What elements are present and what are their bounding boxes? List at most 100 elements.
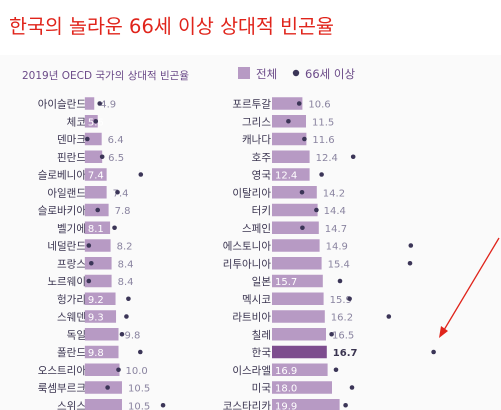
chart-row: 칠레 16.5 — [252, 328, 354, 341]
bar — [272, 186, 317, 199]
chart-row: 멕시코 15.9 — [242, 292, 352, 306]
elderly-dot — [343, 402, 348, 408]
elderly-dot — [137, 349, 143, 355]
category-label: 멕시코 — [242, 294, 271, 306]
bar — [84, 310, 117, 323]
category-label: 리투아니아 — [223, 258, 272, 270]
value-label: 16.5 — [332, 330, 354, 341]
chart-row: 노르웨이 8.4 — [47, 274, 133, 288]
category-label: 영국 — [252, 170, 272, 182]
elderly-dot — [302, 136, 307, 142]
value-label: 8.1 — [88, 224, 104, 235]
elderly-dot — [350, 154, 356, 160]
category-label: 라트비아 — [232, 312, 271, 324]
value-label: 10.5 — [128, 401, 150, 410]
chart-row: 에스토니아 14.9 — [223, 239, 414, 253]
value-label: 14.7 — [325, 224, 347, 235]
bar — [272, 168, 310, 181]
bar — [84, 363, 120, 376]
value-label: 10.6 — [308, 100, 330, 111]
chart-row: 프랑스 8.4 — [57, 257, 133, 270]
category-label: 폴란드 — [57, 347, 86, 359]
value-label: 11.5 — [312, 117, 334, 128]
elderly-dot — [337, 278, 343, 284]
elderly-dot — [88, 260, 94, 266]
category-label: 체코 — [67, 116, 87, 128]
headline: 한국의 놀라운 66세 이상 상대적 빈곤율 — [9, 15, 334, 38]
category-label: 에스토니아 — [223, 241, 272, 253]
category-label: 이탈리아 — [232, 186, 271, 199]
value-label: 14.4 — [324, 206, 346, 217]
legend-label-total: 전체 — [256, 67, 277, 81]
chart-row: 영국 12.4 — [252, 168, 324, 182]
chart-row: 미국 18.0 — [252, 381, 355, 395]
chart-row: 슬로바키아 7.8 — [38, 203, 131, 217]
chart-row: 포르투갈 10.6 — [232, 97, 331, 111]
chart-row: 한국 16.7 — [252, 345, 436, 359]
value-label: 9.8 — [125, 330, 141, 341]
chart-row: 덴마크 6.4 — [57, 132, 124, 146]
category-label: 그리스 — [242, 116, 271, 128]
category-label: 오스트리아 — [38, 365, 87, 377]
bar — [84, 132, 102, 146]
value-label: 9.8 — [88, 348, 104, 359]
elderly-dot — [116, 367, 121, 373]
value-label: 14.9 — [326, 242, 348, 253]
category-label: 터키 — [252, 205, 271, 217]
bar — [272, 399, 340, 410]
bar — [84, 150, 103, 163]
elderly-dot — [408, 243, 414, 248]
bar — [84, 239, 111, 252]
chart-panel-left: 아이슬란드4.9체코5.6덴마크6.4핀란드6.5슬로베니아7.4아일랜드7.4… — [38, 97, 166, 410]
value-label: 7.4 — [113, 188, 129, 199]
elderly-dot — [319, 172, 324, 177]
elderly-dot — [299, 189, 305, 195]
legend-swatch-total — [238, 67, 250, 79]
bar — [272, 381, 332, 394]
category-label: 핀란드 — [57, 152, 86, 164]
elderly-dot — [286, 118, 291, 124]
value-label: 19.9 — [275, 401, 297, 410]
chart-row: 오스트리아 10.0 — [38, 363, 148, 377]
chart-row: 그리스 11.5 — [242, 115, 334, 128]
chart-row: 리투아니아 15.4 — [223, 257, 413, 270]
chart-row: 라트비아 16.2 — [232, 310, 392, 324]
elderly-dot — [160, 402, 166, 408]
value-label: 18.0 — [275, 384, 297, 395]
elderly-dot — [95, 207, 101, 213]
value-label: 15.9 — [330, 295, 352, 306]
category-label: 슬로베니아 — [38, 170, 87, 182]
value-label: 7.4 — [88, 171, 104, 182]
value-label: 10.0 — [126, 366, 148, 377]
elderly-dot — [115, 189, 120, 195]
chart-row: 룩셈부르크 10.5 — [38, 381, 150, 395]
elderly-dot — [99, 154, 105, 160]
bar — [84, 186, 107, 199]
value-label: 14.2 — [323, 188, 345, 199]
bar — [84, 345, 119, 359]
value-label: 8.4 — [118, 259, 134, 270]
bar — [272, 132, 307, 146]
elderly-dot — [126, 296, 131, 302]
category-label: 스위스 — [57, 399, 86, 410]
chart-row: 일본 15.7 — [252, 274, 343, 288]
category-label: 캐나다 — [242, 134, 271, 146]
bar — [272, 221, 319, 234]
chart-row: 헝가리 9.2 — [57, 292, 131, 306]
value-label: 9.2 — [88, 295, 104, 306]
category-label: 미국 — [252, 383, 272, 395]
bar — [84, 168, 107, 181]
chart-row: 코스타리카 19.9 — [223, 399, 348, 410]
annotation-arrow — [439, 237, 500, 338]
value-label: 16.2 — [331, 313, 353, 324]
legend-dot-elderly — [292, 69, 300, 77]
elderly-dot — [407, 260, 413, 266]
value-label: 7.8 — [115, 206, 131, 217]
chart-row: 벨기에 8.1 — [57, 221, 117, 235]
value-label: 10.5 — [128, 384, 150, 395]
elderly-dot — [138, 172, 144, 177]
category-label: 이스라엘 — [232, 364, 271, 377]
chart-row: 스페인 14.7 — [242, 221, 347, 235]
